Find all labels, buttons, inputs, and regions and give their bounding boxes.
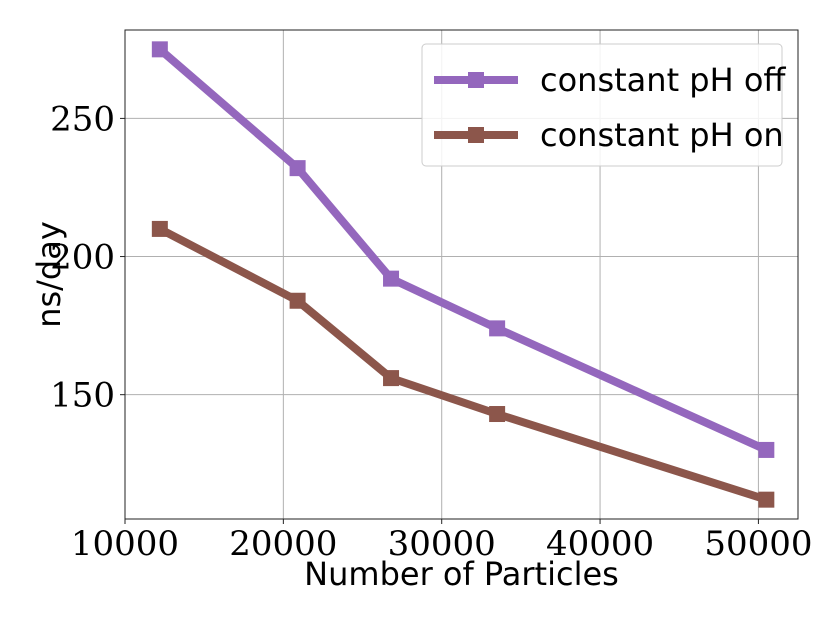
series-constant-ph-on bbox=[151, 220, 775, 508]
y-tick-label: 250 bbox=[50, 99, 115, 139]
x-tick-label: 50000 bbox=[704, 524, 812, 564]
data-point bbox=[758, 491, 775, 508]
y-tick-label: 150 bbox=[50, 376, 115, 416]
legend-label: constant pH off bbox=[540, 61, 786, 99]
plot-frame bbox=[124, 29, 799, 520]
y-tick-label: 200 bbox=[50, 238, 115, 278]
legend-marker-swatch bbox=[468, 127, 484, 143]
x-axis-ticks: 10000 20000 30000 40000 50000 bbox=[71, 519, 812, 564]
data-point bbox=[151, 41, 168, 58]
data-point bbox=[289, 292, 306, 309]
data-point bbox=[151, 220, 168, 237]
data-point bbox=[289, 160, 306, 177]
x-tick-label: 20000 bbox=[229, 524, 337, 564]
legend: constant pH off constant pH on bbox=[421, 43, 786, 167]
legend-marker-swatch bbox=[468, 72, 484, 88]
data-point bbox=[758, 441, 775, 458]
legend-label: constant pH on bbox=[540, 116, 784, 154]
series-line bbox=[157, 225, 768, 504]
y-axis-label: ns/day bbox=[30, 221, 68, 328]
legend-entry: constant pH on bbox=[434, 116, 784, 154]
x-tick-label: 40000 bbox=[546, 524, 654, 564]
data-point bbox=[489, 406, 506, 423]
data-point bbox=[383, 370, 400, 387]
legend-entry: constant pH off bbox=[434, 61, 786, 99]
series-layer bbox=[151, 41, 775, 508]
data-point bbox=[489, 320, 506, 337]
y-axis-ticks: 150 200 250 bbox=[50, 99, 125, 416]
x-tick-label: 10000 bbox=[71, 524, 179, 564]
x-axis-label: Number of Particles bbox=[304, 555, 619, 593]
data-point bbox=[383, 270, 400, 287]
x-tick-label: 30000 bbox=[388, 524, 496, 564]
series-constant-ph-off bbox=[151, 41, 775, 458]
